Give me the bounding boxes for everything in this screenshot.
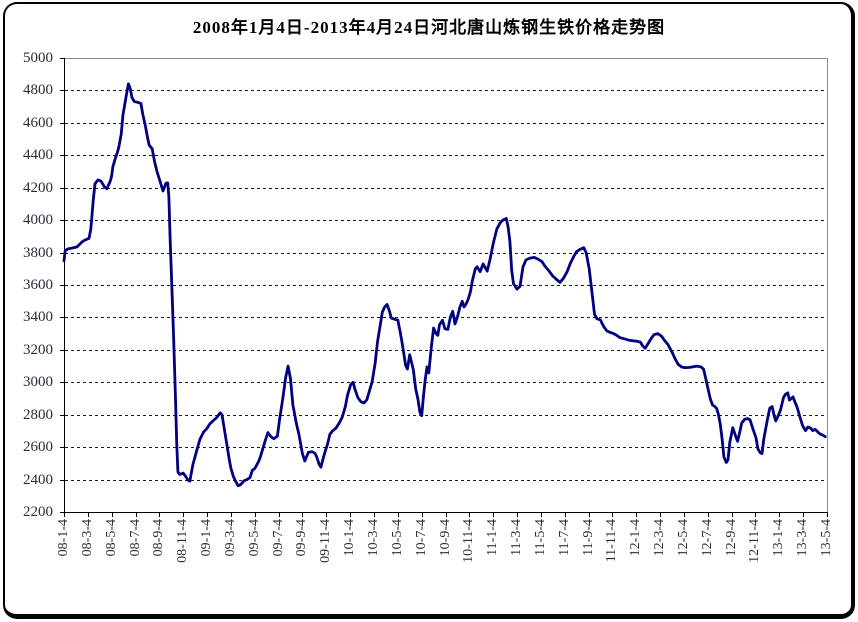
y-axis-label: 4800 — [23, 82, 53, 99]
price-line — [62, 82, 827, 488]
y-axis-label: 2600 — [23, 439, 53, 456]
y-axis-label: 4000 — [23, 212, 53, 229]
x-axis-label: 09-9-4 — [294, 519, 310, 557]
x-axis-label: 09-3-4 — [222, 519, 238, 557]
y-axis-label: 4600 — [23, 114, 53, 131]
y-axis-label: 3600 — [23, 277, 53, 293]
x-axis-label: 12-5-4 — [675, 519, 691, 557]
y-axis-label: 2800 — [23, 406, 53, 423]
x-axis-label: 12-7-4 — [699, 519, 715, 557]
x-axis-label: 10-7-4 — [413, 519, 429, 557]
x-axis-label: 08-5-4 — [103, 519, 119, 557]
x-axis-label: 10-3-4 — [365, 519, 381, 557]
x-axis-label: 08-3-4 — [79, 519, 95, 557]
x-axis-label: 12-11-4 — [747, 519, 763, 563]
y-axis-label: 3000 — [23, 374, 53, 391]
x-axis-label: 12-1-4 — [628, 519, 644, 557]
x-axis-label: 08-1-4 — [56, 519, 71, 557]
x-axis-label: 10-9-4 — [437, 519, 453, 557]
y-axis-label: 2400 — [23, 471, 53, 488]
x-axis-label: 12-9-4 — [723, 519, 739, 557]
y-axis-label: 4400 — [23, 147, 53, 164]
x-axis-label: 11-9-4 — [580, 519, 596, 556]
x-axis-label: 08-7-4 — [127, 519, 143, 557]
x-axis-label: 13-1-4 — [771, 519, 787, 557]
x-axis-label: 11-7-4 — [556, 519, 572, 556]
x-axis-label: 11-11-4 — [604, 519, 620, 563]
x-axis-label: 12-3-4 — [652, 519, 668, 557]
x-axis-label: 10-11-4 — [461, 519, 477, 563]
y-axis-label: 2200 — [23, 504, 53, 520]
x-axis-label: 09-1-4 — [199, 519, 215, 557]
x-axis-label: 10-5-4 — [389, 519, 405, 557]
x-axis-label: 11-3-4 — [509, 519, 525, 556]
y-axis-label: 5000 — [23, 50, 53, 66]
y-axis-label: 3200 — [23, 341, 53, 358]
chart-frame — [3, 2, 855, 619]
x-axis-label: 08-11-4 — [175, 519, 191, 563]
x-axis-label: 11-5-4 — [532, 519, 548, 556]
y-axis-label: 4200 — [23, 179, 53, 196]
x-axis-label: 10-1-4 — [342, 519, 358, 557]
x-axis-label: 08-9-4 — [151, 519, 167, 557]
y-axis-label: 3800 — [23, 244, 53, 261]
x-axis-label: 09-7-4 — [270, 519, 286, 557]
x-axis-label: 13-5-4 — [819, 519, 834, 557]
x-axis-label: 09-11-4 — [318, 519, 334, 563]
chart-title: 2008年1月4日-2013年4月24日河北唐山炼钢生铁价格走势图 — [192, 18, 666, 37]
x-axis-label: 11-1-4 — [485, 519, 501, 556]
y-axis-label: 3400 — [23, 309, 53, 326]
x-axis-label: 13-3-4 — [795, 519, 811, 557]
x-axis-label: 09-5-4 — [246, 519, 262, 557]
